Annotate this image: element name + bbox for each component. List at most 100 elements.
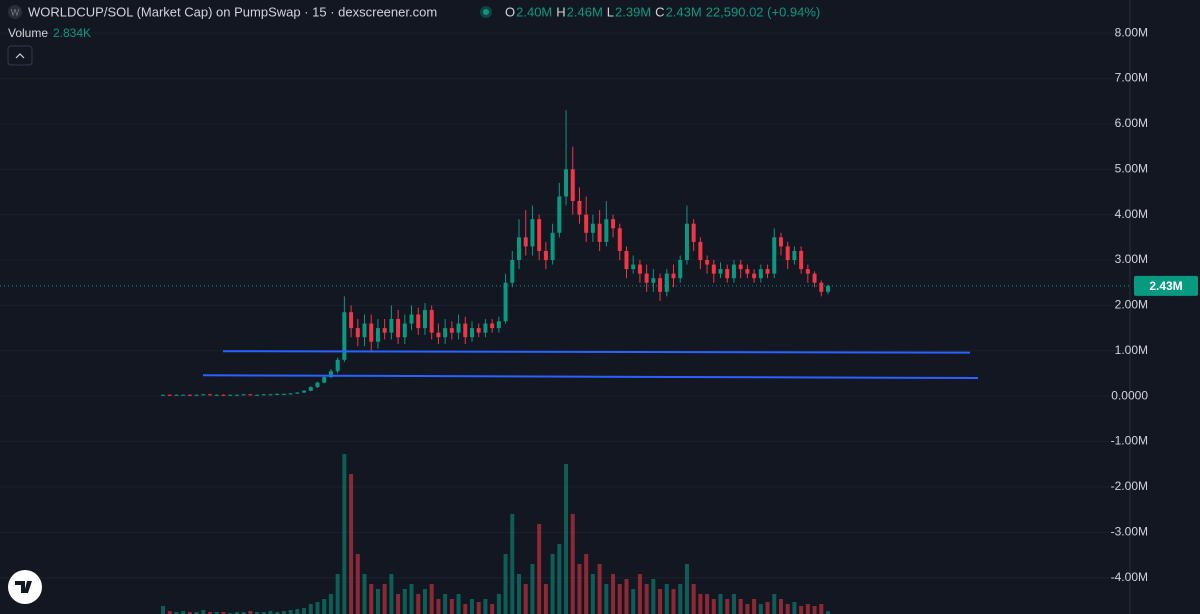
candle-body bbox=[537, 219, 542, 251]
volume-bar bbox=[295, 609, 300, 614]
volume-bar bbox=[631, 589, 636, 614]
volume-bar bbox=[349, 474, 354, 614]
volume-bar bbox=[382, 584, 387, 614]
candle-body bbox=[577, 201, 582, 215]
volume-bar bbox=[436, 599, 441, 614]
volume-bar bbox=[456, 594, 461, 614]
candle-body bbox=[174, 394, 179, 396]
volume-bar bbox=[241, 612, 246, 614]
candle-body bbox=[295, 392, 300, 394]
collapse-button[interactable] bbox=[7, 45, 33, 66]
volume-bar bbox=[731, 594, 736, 614]
y-tick-label: 3.00M bbox=[1115, 252, 1148, 266]
candle-body bbox=[288, 393, 293, 395]
volume-bar bbox=[637, 574, 642, 614]
volume-bar bbox=[550, 554, 555, 614]
volume-bar bbox=[805, 604, 810, 614]
volume-bar bbox=[342, 454, 347, 614]
volume-bar bbox=[214, 612, 219, 614]
candle-body bbox=[409, 314, 414, 324]
candle-body bbox=[328, 371, 333, 378]
volume-title: Volume bbox=[8, 26, 48, 40]
candle-body bbox=[711, 264, 716, 274]
candle-body bbox=[275, 393, 280, 395]
candle-body bbox=[429, 309, 434, 333]
volume-bar bbox=[181, 611, 186, 614]
volume-bar bbox=[517, 574, 522, 614]
volume-bar bbox=[187, 612, 192, 614]
volume-bar bbox=[463, 604, 468, 614]
ohlc-label: H bbox=[556, 4, 565, 19]
volume-bar bbox=[644, 584, 649, 614]
volume-bar bbox=[409, 584, 414, 614]
volume-bar bbox=[449, 599, 454, 614]
candle-body bbox=[469, 328, 474, 338]
last-price-box bbox=[1134, 275, 1198, 296]
candle-body bbox=[255, 394, 260, 396]
volume-bar bbox=[658, 589, 663, 614]
candle-body bbox=[590, 223, 595, 233]
volume-bar bbox=[564, 464, 569, 614]
volume-bar bbox=[429, 584, 434, 614]
candle-body bbox=[167, 394, 172, 396]
change: 22,590.02 (+0.94%) bbox=[706, 4, 821, 19]
volume-bar bbox=[537, 524, 542, 614]
candle-body bbox=[731, 264, 736, 279]
volume-bar bbox=[281, 611, 286, 614]
volume-bar bbox=[443, 594, 448, 614]
volume-bar bbox=[328, 594, 333, 614]
candle-body bbox=[725, 269, 730, 279]
volume-bar bbox=[161, 606, 165, 614]
volume-bar bbox=[335, 574, 340, 614]
candle-body bbox=[228, 394, 233, 396]
trend-line bbox=[202, 374, 979, 380]
candle-body bbox=[181, 394, 186, 396]
candle-body bbox=[631, 264, 636, 270]
candle-body bbox=[523, 237, 528, 247]
candle-body bbox=[819, 282, 824, 292]
candle-body bbox=[449, 328, 454, 333]
candle-body bbox=[443, 328, 448, 338]
candle-body bbox=[570, 169, 575, 202]
volume-bar bbox=[275, 612, 280, 614]
status-dot bbox=[483, 9, 489, 15]
candle-body bbox=[597, 223, 602, 242]
volume-bar bbox=[167, 611, 172, 614]
y-tick-label: -3.00M bbox=[1111, 524, 1148, 538]
candle-body bbox=[812, 273, 817, 283]
volume-bar bbox=[752, 599, 757, 614]
volume-bar bbox=[234, 612, 239, 614]
candle-body bbox=[208, 394, 213, 396]
candle-body bbox=[517, 237, 522, 261]
candle-body bbox=[564, 169, 569, 197]
candle-body bbox=[490, 323, 495, 329]
candle-body bbox=[241, 394, 246, 396]
candle-body bbox=[758, 269, 763, 279]
candle-body bbox=[691, 223, 696, 242]
candle-body bbox=[778, 237, 783, 247]
candle-body bbox=[698, 241, 703, 261]
y-tick-label: 8.00M bbox=[1115, 25, 1148, 39]
volume-bar bbox=[530, 564, 535, 614]
volume-bar bbox=[402, 589, 407, 614]
candle-body bbox=[772, 237, 777, 274]
volume-bar bbox=[268, 611, 273, 614]
candle-body bbox=[355, 328, 360, 338]
volume-bar bbox=[194, 612, 199, 614]
candle-body bbox=[617, 228, 622, 251]
volume-value: 2.834K bbox=[53, 26, 91, 40]
ohlc-label: C bbox=[655, 4, 664, 19]
volume-bar bbox=[678, 584, 683, 614]
y-tick-label: 1.00M bbox=[1115, 343, 1148, 357]
y-tick-label: -2.00M bbox=[1111, 479, 1148, 493]
volume-bar bbox=[288, 610, 293, 614]
candle-body bbox=[671, 273, 676, 279]
volume-bar bbox=[543, 584, 548, 614]
candle-body bbox=[530, 219, 535, 247]
volume-bar bbox=[584, 554, 589, 614]
candle-body bbox=[503, 282, 508, 322]
volume-bar bbox=[651, 579, 656, 614]
volume-bar bbox=[422, 589, 427, 614]
ohlc-value: 2.43M bbox=[666, 4, 702, 19]
volume-bar bbox=[725, 599, 730, 614]
